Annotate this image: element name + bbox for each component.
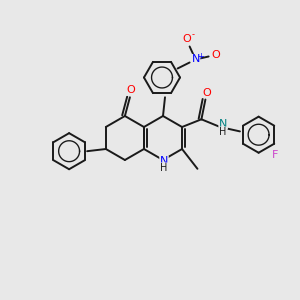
Text: N: N: [219, 119, 227, 129]
Text: H: H: [219, 127, 227, 137]
Text: O: O: [202, 88, 211, 98]
Text: N: N: [160, 156, 168, 166]
Text: H: H: [160, 163, 168, 173]
Text: -: -: [191, 30, 194, 39]
Text: O: O: [211, 50, 220, 61]
Text: O: O: [127, 85, 135, 95]
Text: O: O: [182, 34, 191, 44]
Text: N: N: [191, 55, 200, 64]
Text: F: F: [272, 150, 278, 160]
Text: +: +: [197, 52, 204, 61]
